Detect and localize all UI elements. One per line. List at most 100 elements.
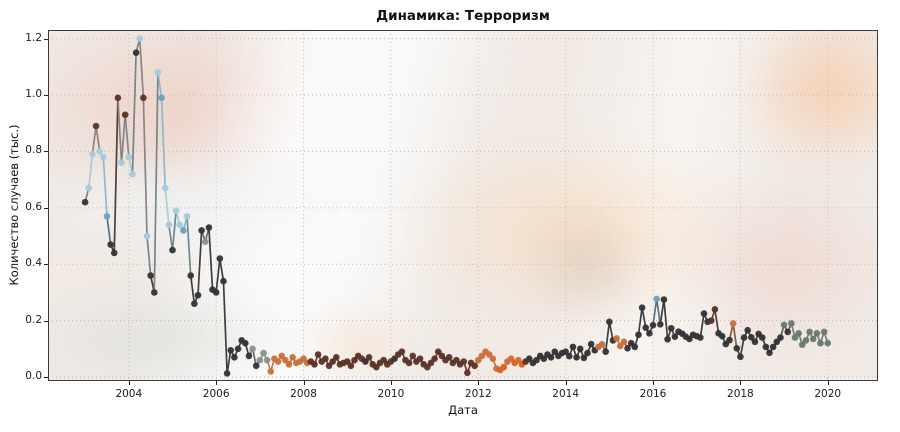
data-point (431, 355, 438, 363)
data-point (718, 332, 726, 340)
data-point (311, 361, 318, 368)
data-point (646, 330, 653, 337)
plot-frame (48, 30, 878, 381)
data-point (365, 354, 373, 361)
background-blob (521, 205, 654, 325)
data-point (333, 354, 340, 361)
data-point (587, 340, 595, 348)
x-tick-mark (740, 381, 742, 385)
data-point (562, 348, 569, 355)
y-tick-label: 0.4 (25, 257, 42, 270)
data-point (227, 346, 235, 354)
series-segment (218, 258, 225, 282)
x-tick-mark (827, 381, 829, 385)
data-point (220, 277, 227, 285)
series-segment (186, 216, 192, 276)
series-segment (215, 258, 221, 293)
data-point (576, 345, 584, 353)
y-tick-mark (44, 320, 48, 322)
plot-area (48, 30, 878, 381)
data-point (762, 343, 770, 351)
data-point (751, 338, 759, 346)
series-segment (164, 187, 170, 225)
data-point (802, 337, 810, 344)
data-point (464, 369, 471, 377)
data-point (726, 336, 733, 344)
series-segment (91, 125, 97, 155)
data-point (143, 232, 151, 240)
y-tick-label: 1.0 (25, 88, 42, 100)
data-point (777, 334, 784, 341)
data-point (766, 349, 773, 357)
data-point (649, 321, 657, 329)
series-segment (160, 97, 167, 189)
x-tick-label: 2014 (552, 388, 580, 400)
series-segment (157, 72, 163, 98)
data-point (114, 94, 122, 102)
x-tick-mark (390, 381, 392, 385)
data-point (103, 212, 111, 220)
data-point (729, 320, 737, 327)
data-point (700, 310, 708, 317)
chart-canvas (48, 30, 878, 381)
data-point (638, 304, 646, 311)
data-point (813, 330, 821, 337)
series-segment (102, 157, 108, 217)
series-segment (131, 52, 137, 175)
x-tick-label: 2020 (814, 388, 842, 400)
data-point (565, 352, 573, 360)
data-point (85, 184, 93, 192)
data-point (172, 207, 180, 214)
x-tick-label: 2012 (464, 388, 492, 400)
data-point (314, 351, 322, 358)
data-point (274, 358, 282, 365)
series-segment (659, 299, 665, 325)
data-point (711, 306, 719, 313)
data-point (150, 289, 158, 296)
data-point (89, 150, 96, 158)
series-segment (226, 350, 232, 374)
x-tick-label: 2010 (377, 388, 405, 400)
x-tick-label: 2006 (202, 388, 230, 400)
series-segment (146, 235, 152, 276)
data-point (817, 339, 824, 347)
data-point (201, 238, 209, 245)
data-point (602, 348, 610, 355)
data-point (780, 321, 788, 329)
data-point (347, 362, 355, 370)
series-segment (222, 281, 228, 374)
series-segment (732, 323, 738, 349)
data-point (820, 328, 828, 336)
data-point (806, 328, 813, 336)
chart-title: Динамика: Терроризм (376, 8, 550, 24)
data-point (733, 344, 741, 352)
x-tick-label: 2016 (639, 388, 667, 400)
y-tick-mark (44, 264, 48, 266)
data-point (660, 296, 668, 303)
y-tick-label: 1.2 (25, 31, 42, 44)
series-segment (117, 97, 123, 163)
y-tick-mark (44, 38, 48, 40)
data-point (569, 343, 577, 351)
y-tick-mark (44, 151, 48, 153)
series-segment (714, 309, 720, 334)
series-segment (106, 216, 112, 245)
data-point (744, 326, 751, 334)
data-point (748, 333, 755, 341)
data-point (707, 317, 715, 324)
data-point (737, 353, 744, 361)
data-point (154, 69, 162, 76)
background-blob (48, 156, 347, 255)
data-point (824, 339, 832, 347)
series-segment (652, 298, 658, 326)
data-point (267, 368, 275, 375)
data-point (118, 159, 125, 167)
data-point (697, 334, 704, 341)
data-point (125, 153, 133, 161)
data-point (769, 343, 777, 351)
x-axis-label: Дата (448, 403, 478, 417)
data-point (784, 328, 792, 336)
data-point (606, 318, 613, 326)
series-segment (113, 97, 119, 253)
